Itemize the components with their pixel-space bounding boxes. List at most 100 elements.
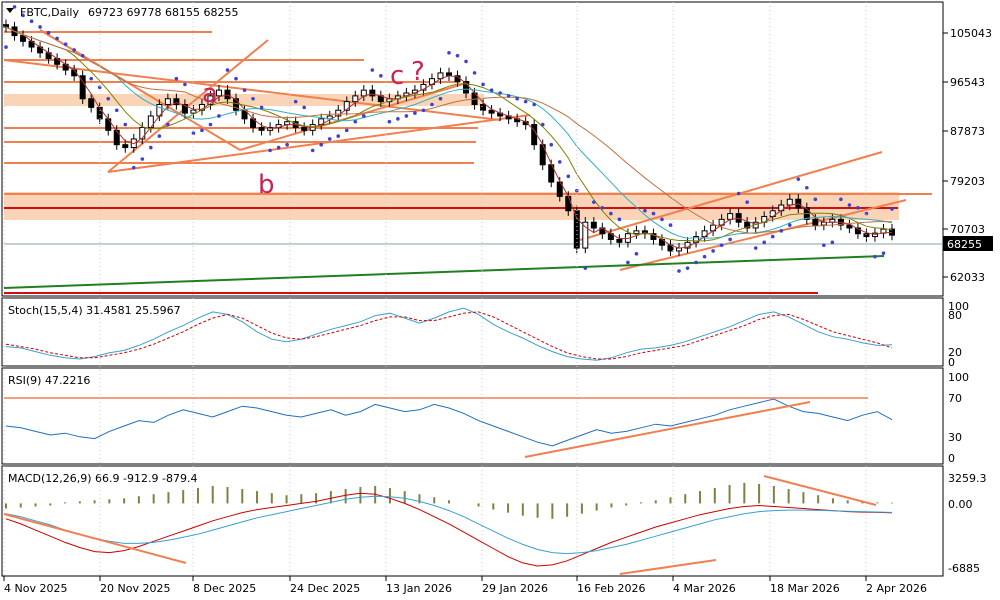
price-y-tick-label: 79203 <box>950 175 985 188</box>
parabolic-sar-dot <box>55 36 59 41</box>
parabolic-sar-dot <box>12 5 17 9</box>
parabolic-sar-dot <box>149 145 153 150</box>
parabolic-sar-dot <box>847 203 852 207</box>
parabolic-sar-dot <box>379 73 383 78</box>
parabolic-sar-dot <box>762 240 767 245</box>
parabolic-sar-dot <box>787 223 792 227</box>
parabolic-sar-dot <box>319 142 324 147</box>
candle-up <box>582 221 589 249</box>
candle-down <box>122 144 129 149</box>
parabolic-sar-dot <box>63 42 68 46</box>
candle-down <box>846 224 853 229</box>
x-tick-label: 8 Dec 2025 <box>193 582 256 595</box>
ma-mid-line <box>5 26 893 242</box>
x-tick-label: 24 Dec 2025 <box>290 582 360 595</box>
parabolic-sar-dot <box>711 249 715 253</box>
x-tick-label: 4 Mar 2026 <box>673 582 736 595</box>
price-y-tick-label: 87873 <box>950 125 985 138</box>
parabolic-sar-dot <box>327 137 332 141</box>
resistance-zone-lower <box>4 192 899 220</box>
x-tick-label: 29 Jan 2026 <box>482 582 548 595</box>
parabolic-sar-dot <box>293 99 298 104</box>
candle-down <box>854 227 861 235</box>
candle-down <box>488 109 495 114</box>
price-y-tick-label: 96543 <box>950 76 985 89</box>
parabolic-sar-dot <box>396 117 400 121</box>
parabolic-sar-dot <box>404 114 409 118</box>
stoch-header: Stoch(15,5,4) 31.4581 25.5967 <box>8 304 181 317</box>
parabolic-sar-dot <box>370 68 375 72</box>
price-line-marks <box>4 5 894 273</box>
candle-down <box>301 126 308 131</box>
price-drawings <box>3 29 943 294</box>
parabolic-sar-dot <box>217 114 221 118</box>
candles <box>3 19 895 257</box>
candle-down <box>744 221 751 229</box>
parabolic-sar-dot <box>890 207 894 211</box>
parabolic-sar-dot <box>455 53 460 58</box>
x-tick-label: 4 Nov 2025 <box>4 582 67 595</box>
candle-down <box>3 24 9 28</box>
parabolic-sar-dot <box>72 48 76 52</box>
parabolic-sar-dot <box>285 142 289 147</box>
parabolic-sar-dot <box>234 76 238 81</box>
parabolic-sar-dot <box>549 142 554 147</box>
parabolic-sar-dot <box>106 96 111 101</box>
candle-down <box>173 98 180 105</box>
ma-slow-line <box>5 26 893 239</box>
price-header-ohlc: 69723 69778 68155 68255 <box>88 6 238 19</box>
channel-line-2 <box>107 114 531 173</box>
wave-label-b: b <box>258 170 275 200</box>
parabolic-sar-dot <box>430 102 434 107</box>
rsi-header: RSI(9) 47.2216 <box>8 374 90 387</box>
indicator-y-tick-label: 3259.3 <box>948 472 987 485</box>
parabolic-sar-dot <box>123 122 128 127</box>
parabolic-sar-dot <box>540 122 545 127</box>
last-price-value: 68255 <box>947 238 982 251</box>
parabolic-sar-dot <box>251 96 255 101</box>
wave-label-a: a <box>202 79 218 109</box>
ma-long-line <box>5 26 893 234</box>
trendline-down-1 <box>3 59 501 121</box>
x-tick-label: 2 Apr 2026 <box>866 582 927 595</box>
parabolic-sar-dot <box>753 246 758 250</box>
support-trendline-green <box>3 255 885 289</box>
parabolic-sar-dot <box>157 134 162 138</box>
candle-down <box>590 221 597 229</box>
macd-series-line <box>5 495 893 555</box>
indicator-y-tick-label: 0.00 <box>948 498 973 511</box>
price-panel-frame <box>1 1 944 297</box>
candle-down <box>369 89 376 97</box>
parabolic-sar-dot <box>166 122 170 127</box>
parabolic-sar-dot <box>259 105 264 110</box>
parabolic-sar-dot <box>609 211 613 216</box>
parabolic-sar-dot <box>276 145 281 150</box>
rsi-trendline <box>524 401 811 458</box>
parabolic-sar-dot <box>489 88 494 92</box>
parabolic-sar-dot <box>736 191 741 196</box>
candle-down <box>79 75 86 100</box>
parabolic-sar-dot <box>336 134 341 138</box>
last-price-badge <box>943 236 993 251</box>
rsi-panel-frame <box>1 367 944 465</box>
parabolic-sar-dot <box>600 206 605 210</box>
x-tick-label: 13 Jan 2026 <box>386 582 452 595</box>
parabolic-sar-dot <box>200 128 204 133</box>
parabolic-sar-dot <box>29 19 34 24</box>
parabolic-sar-dot <box>626 260 630 265</box>
candle-down <box>258 126 265 131</box>
parabolic-sar-dot <box>183 82 187 87</box>
dropdown-arrow-icon[interactable] <box>6 8 14 13</box>
macd-series-line <box>5 492 893 567</box>
parabolic-sar-dot <box>685 266 690 270</box>
parabolic-sar-dot <box>38 25 42 29</box>
parabolic-sar-dot <box>353 119 358 124</box>
parabolic-sar-dot <box>421 108 426 113</box>
parabolic-sar-dot <box>830 240 835 245</box>
parabolic-sar-dot <box>728 237 732 242</box>
parabolic-sar-dot <box>268 148 272 153</box>
macd-trendline-left <box>3 513 187 564</box>
parabolic-sar-dot <box>46 30 51 35</box>
parabolic-sar-dot <box>805 185 809 190</box>
